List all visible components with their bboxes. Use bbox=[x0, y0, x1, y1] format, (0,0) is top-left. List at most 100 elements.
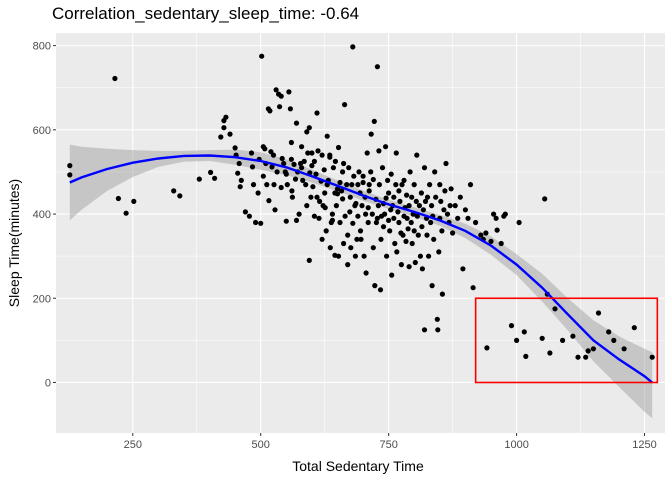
data-point bbox=[439, 291, 445, 297]
data-point bbox=[441, 207, 447, 213]
x-tick-label: 1250 bbox=[632, 439, 656, 451]
data-point bbox=[289, 188, 295, 194]
x-tick-label: 500 bbox=[252, 439, 270, 451]
data-point bbox=[484, 345, 490, 351]
data-point bbox=[419, 224, 425, 230]
data-point bbox=[465, 215, 471, 221]
data-point bbox=[365, 219, 371, 226]
data-point bbox=[437, 182, 443, 188]
data-point bbox=[301, 158, 307, 164]
data-point bbox=[370, 245, 376, 251]
data-point bbox=[321, 167, 327, 173]
data-point bbox=[400, 232, 406, 238]
data-point bbox=[314, 194, 320, 200]
data-point bbox=[631, 325, 637, 331]
data-point bbox=[433, 194, 439, 200]
data-point bbox=[341, 160, 347, 167]
data-point bbox=[322, 205, 328, 211]
data-point bbox=[411, 182, 417, 188]
data-point bbox=[398, 262, 404, 268]
data-point bbox=[372, 283, 378, 289]
data-point bbox=[242, 209, 248, 215]
data-point bbox=[356, 169, 362, 175]
y-tick-label: 800 bbox=[33, 41, 51, 53]
data-point bbox=[424, 194, 431, 200]
data-point bbox=[432, 169, 438, 175]
x-tick-label: 250 bbox=[124, 439, 142, 451]
data-point bbox=[357, 228, 364, 234]
data-point bbox=[309, 150, 315, 156]
data-point bbox=[370, 176, 376, 183]
trend-line bbox=[69, 154, 653, 384]
data-point bbox=[327, 152, 333, 158]
data-point bbox=[366, 182, 372, 188]
data-point bbox=[422, 198, 429, 204]
data-point bbox=[388, 171, 394, 177]
data-point bbox=[267, 108, 273, 114]
data-point bbox=[649, 354, 655, 360]
data-point bbox=[255, 190, 261, 196]
data-point bbox=[340, 196, 346, 202]
data-point bbox=[237, 184, 243, 190]
data-point bbox=[284, 182, 290, 188]
data-point bbox=[383, 195, 389, 201]
data-point bbox=[360, 179, 366, 186]
data-point bbox=[421, 165, 428, 171]
data-point bbox=[123, 210, 129, 216]
data-point bbox=[387, 228, 393, 234]
y-axis-title: Sleep Time(minutes) bbox=[6, 179, 22, 307]
data-point bbox=[383, 144, 389, 150]
data-point bbox=[424, 232, 430, 238]
data-point bbox=[310, 184, 316, 190]
data-point bbox=[420, 207, 426, 213]
data-point bbox=[444, 211, 451, 217]
data-point bbox=[283, 171, 289, 177]
data-point bbox=[334, 191, 341, 197]
data-point bbox=[438, 198, 444, 204]
data-point bbox=[494, 227, 500, 233]
data-point bbox=[305, 150, 311, 156]
data-point bbox=[266, 198, 272, 204]
data-point bbox=[221, 125, 227, 131]
data-point bbox=[262, 146, 268, 152]
data-point bbox=[278, 93, 284, 99]
data-point bbox=[361, 253, 367, 259]
data-point bbox=[405, 226, 411, 232]
data-point bbox=[368, 169, 374, 175]
data-point bbox=[434, 316, 440, 322]
data-point bbox=[351, 173, 357, 179]
data-point bbox=[342, 102, 348, 108]
data-point bbox=[408, 219, 414, 226]
data-point bbox=[236, 160, 242, 167]
data-point bbox=[374, 215, 380, 221]
data-point bbox=[488, 238, 494, 244]
data-point bbox=[309, 163, 315, 169]
data-point bbox=[401, 177, 407, 183]
data-point bbox=[304, 129, 310, 135]
data-point bbox=[552, 306, 558, 312]
x-axis-ticks: 250 500 750 1000 1250 bbox=[124, 433, 657, 451]
data-point bbox=[478, 232, 484, 238]
data-point bbox=[299, 165, 305, 171]
data-point bbox=[393, 150, 399, 156]
data-point bbox=[575, 354, 581, 360]
data-point bbox=[493, 215, 499, 221]
data-point bbox=[363, 270, 369, 276]
data-point bbox=[542, 196, 548, 202]
data-point bbox=[450, 230, 456, 236]
data-point bbox=[235, 170, 241, 176]
data-point bbox=[373, 219, 379, 226]
data-point bbox=[329, 217, 335, 223]
data-point bbox=[337, 219, 343, 226]
x-tick-label: 750 bbox=[379, 439, 397, 451]
data-point bbox=[349, 182, 355, 188]
data-point bbox=[345, 232, 351, 238]
data-point bbox=[315, 148, 321, 154]
data-point bbox=[439, 228, 445, 234]
data-point bbox=[259, 53, 265, 59]
data-point bbox=[380, 224, 387, 230]
data-point bbox=[391, 194, 397, 200]
data-point bbox=[323, 228, 329, 234]
data-point bbox=[508, 323, 515, 329]
